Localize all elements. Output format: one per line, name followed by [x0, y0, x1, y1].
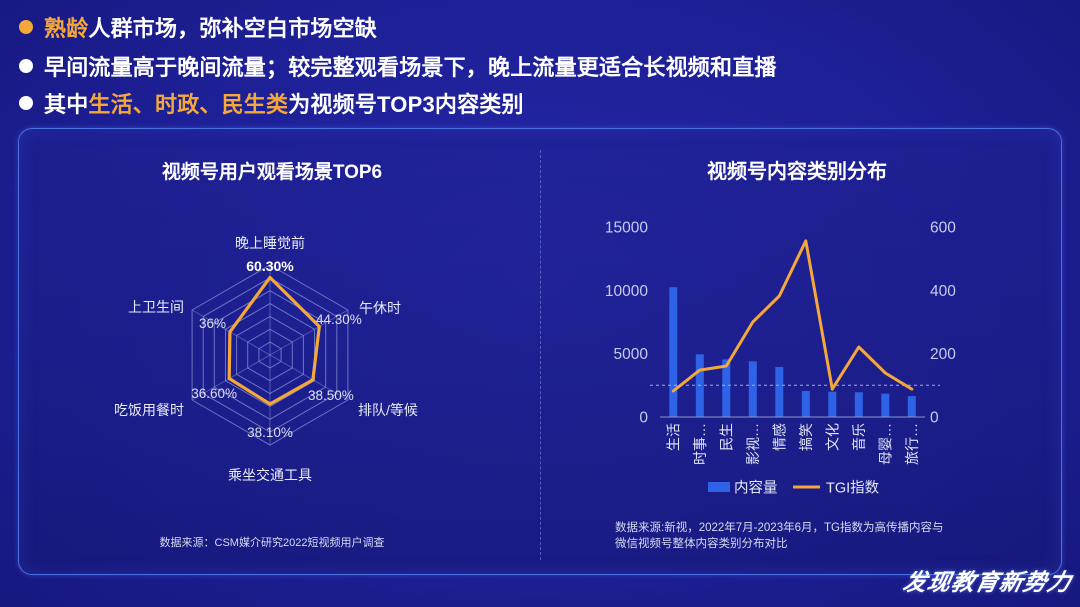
radar-category-label: 排队/等候	[358, 402, 418, 418]
bullet-dot-white	[19, 96, 33, 110]
radar-value-label: 38.10%	[247, 425, 293, 440]
highlight-text: 熟龄	[44, 16, 89, 41]
radar-chart-title: 视频号用户观看场景TOP6	[161, 162, 383, 183]
y2-axis-tick-label: 400	[930, 283, 956, 300]
combo-chart-title: 视频号内容类别分布	[707, 161, 887, 183]
bullet-2: 早间流量高于晚间流量；较完整观看场景下，晚上流量更适合长视频和直播	[19, 52, 777, 80]
tgi-series-line	[671, 239, 914, 393]
plain-text: 早间流量高于晚间流量；较完整观看场景下，晚上流量更适合长视频和直播	[44, 55, 777, 80]
plain-text: 其中	[44, 92, 89, 117]
y-axis-tick-label: 10000	[605, 283, 648, 300]
panel-divider	[540, 150, 541, 560]
combo-chart: 0 5000 10000 15000 0 200 400 600 生活 时事… 民生 影视… 情感 搞笑文…	[605, 220, 956, 497]
brand-logo: 发现教育新势力	[900, 569, 1075, 595]
source-line: 微信视频号整体内容类别分布对比	[615, 538, 788, 550]
x-axis-category-label: 情感	[771, 423, 787, 451]
legend-label: 内容量	[734, 480, 778, 497]
y2-axis-tick-label: 0	[930, 410, 939, 427]
radar-spoke	[269, 309, 349, 356]
x-axis-category-label: 文化	[824, 423, 840, 451]
radar-spoke	[191, 354, 271, 401]
radar-series-line	[227, 275, 321, 406]
y-axis-tick-label: 0	[639, 410, 648, 427]
y2-axis-tick-label: 200	[930, 346, 956, 363]
radar-value-label: 36%	[199, 316, 226, 331]
x-axis-category-label: 时事…	[692, 423, 708, 465]
radar-grid	[191, 264, 349, 446]
radar-value-label: 36.60%	[191, 386, 237, 401]
y-axis-tick-label: 5000	[614, 346, 649, 363]
bar	[801, 391, 810, 417]
x-axis-category-label: 母婴…	[877, 423, 893, 465]
x-axis-category-label: 搞笑	[798, 423, 814, 451]
plain-text: 人群市场，弥补空白市场空缺	[88, 16, 378, 41]
bullet-3: 其中生活、时政、民生类为视频号TOP3内容类别	[19, 89, 524, 117]
bar	[907, 396, 916, 417]
y-axis-tick-label: 15000	[605, 220, 648, 237]
bullet-text: 熟龄人群市场，弥补空白市场空缺	[44, 11, 377, 43]
combo-chart-source: 数据来源:新视，2022年7月-2023年6月，TG指数为高传播内容与 微信视频…	[615, 520, 943, 552]
radar-chart-source: 数据来源：CSM媒介研究2022短视频用户调查	[159, 537, 385, 549]
x-axis-category-label: 民生	[718, 423, 734, 451]
plain-text: 为视频号TOP3内容类别	[288, 92, 524, 117]
x-axis-category-label: 音乐	[851, 423, 867, 451]
radar-category-label: 晚上睡觉前	[235, 235, 305, 251]
radar-value-label: 38.50%	[308, 388, 354, 403]
radar-value-label: 44.30%	[316, 312, 362, 327]
legend-swatch-bar	[708, 482, 730, 492]
bullet-dot-white	[19, 59, 33, 73]
bar	[748, 361, 757, 417]
bullet-dot-orange	[19, 20, 33, 34]
bar	[828, 391, 837, 417]
bar	[669, 287, 678, 417]
radar-value-label: 60.30%	[246, 258, 294, 274]
radar-category-label: 午休时	[359, 300, 401, 316]
bullet-text: 早间流量高于晚间流量；较完整观看场景下，晚上流量更适合长视频和直播	[44, 50, 777, 82]
bar	[854, 392, 863, 417]
bar	[722, 359, 731, 417]
highlight-text: 生活、时政、民生类	[88, 92, 289, 117]
bar	[881, 393, 890, 417]
x-axis-category-label: 影视…	[745, 423, 761, 465]
radar-category-label: 吃饭用餐时	[114, 402, 184, 418]
radar-category-label: 乘坐交通工具	[228, 467, 312, 483]
x-axis-category-label: 旅行…	[904, 423, 920, 465]
bullet-1: 熟龄人群市场，弥补空白市场空缺	[19, 13, 377, 41]
x-axis-category-label: 生活	[665, 423, 681, 451]
bar	[775, 367, 784, 417]
radar-category-label: 上卫生间	[128, 299, 184, 315]
y2-axis-tick-label: 600	[930, 220, 956, 237]
legend-label: TGI指数	[826, 480, 880, 497]
radar-spoke	[269, 354, 349, 401]
source-line: 数据来源:新视，2022年7月-2023年6月，TG指数为高传播内容与	[615, 522, 944, 534]
bullet-text: 其中生活、时政、民生类为视频号TOP3内容类别	[44, 87, 524, 119]
